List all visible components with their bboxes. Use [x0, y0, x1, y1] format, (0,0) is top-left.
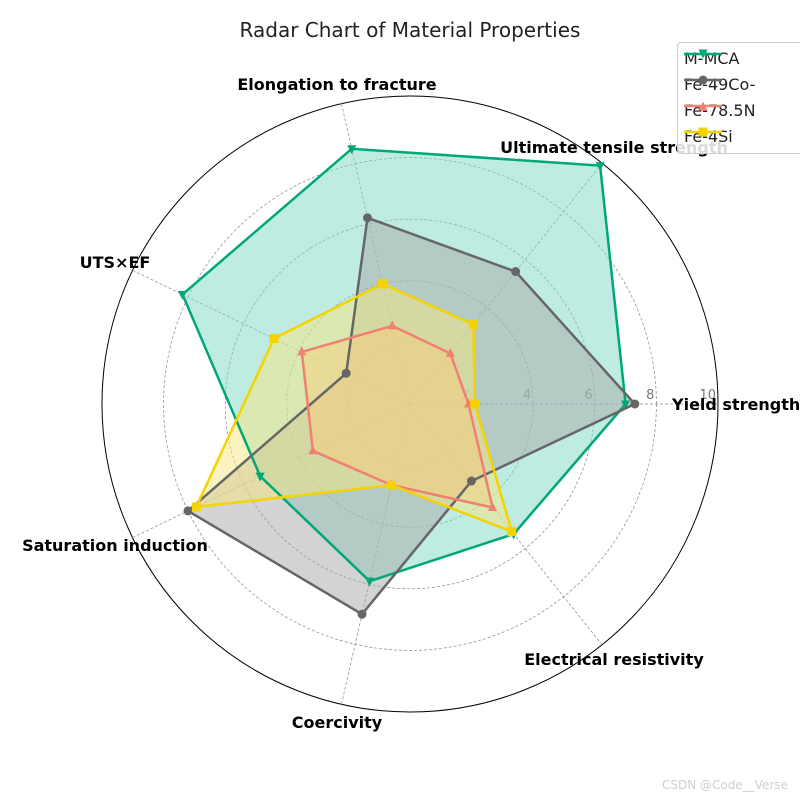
data-point [269, 334, 279, 344]
data-point [183, 506, 193, 516]
data-point [488, 502, 498, 512]
legend-swatch [684, 101, 722, 111]
data-point [445, 347, 455, 357]
series-line [300, 324, 494, 509]
legend: M-MCA Fe-49Co- Fe-78.5N Fe-4Si [677, 42, 800, 154]
data-point [365, 577, 375, 587]
r-tick-label: 10 [699, 388, 716, 403]
r-tick-label: 8 [646, 388, 654, 403]
data-point [357, 609, 367, 619]
legend-swatch [684, 127, 722, 137]
axis-label: Ultimate tensile strength [500, 138, 728, 157]
data-point [507, 527, 517, 537]
legend-swatch [684, 75, 722, 85]
axis-label: Saturation induction [22, 536, 208, 555]
data-point [621, 400, 631, 410]
axis-label: UTS×EF [80, 253, 151, 272]
legend-entry: Fe-49Co- [684, 73, 755, 95]
data-point [466, 476, 476, 486]
data-point [470, 399, 480, 409]
data-point [297, 346, 307, 356]
data-point [386, 480, 396, 490]
axis-label: Electrical resistivity [524, 650, 704, 669]
data-point [378, 279, 388, 289]
watermark: CSDN @Code__Verse [662, 778, 788, 792]
data-point [255, 472, 265, 482]
data-point [177, 290, 187, 300]
data-point [363, 213, 373, 223]
data-point [511, 267, 521, 277]
series-line [186, 216, 637, 616]
data-point [468, 320, 478, 330]
series-line [181, 147, 627, 583]
data-point [595, 162, 605, 172]
series-line [195, 282, 514, 533]
legend-entry: M-MCA [684, 47, 740, 69]
data-point [308, 445, 318, 455]
data-point [191, 502, 201, 512]
axis-label: Yield strength [671, 395, 800, 414]
legend-entry: Fe-78.5N [684, 99, 756, 121]
data-point [387, 320, 397, 330]
data-point [630, 399, 640, 409]
axis-label: Elongation to fracture [237, 75, 436, 94]
legend-swatch [684, 49, 722, 59]
data-point [347, 145, 357, 155]
axis-label: Coercivity [292, 713, 383, 732]
chart-title: Radar Chart of Material Properties [239, 18, 581, 42]
legend-entry: Fe-4Si [684, 125, 733, 147]
data-point [341, 368, 351, 378]
